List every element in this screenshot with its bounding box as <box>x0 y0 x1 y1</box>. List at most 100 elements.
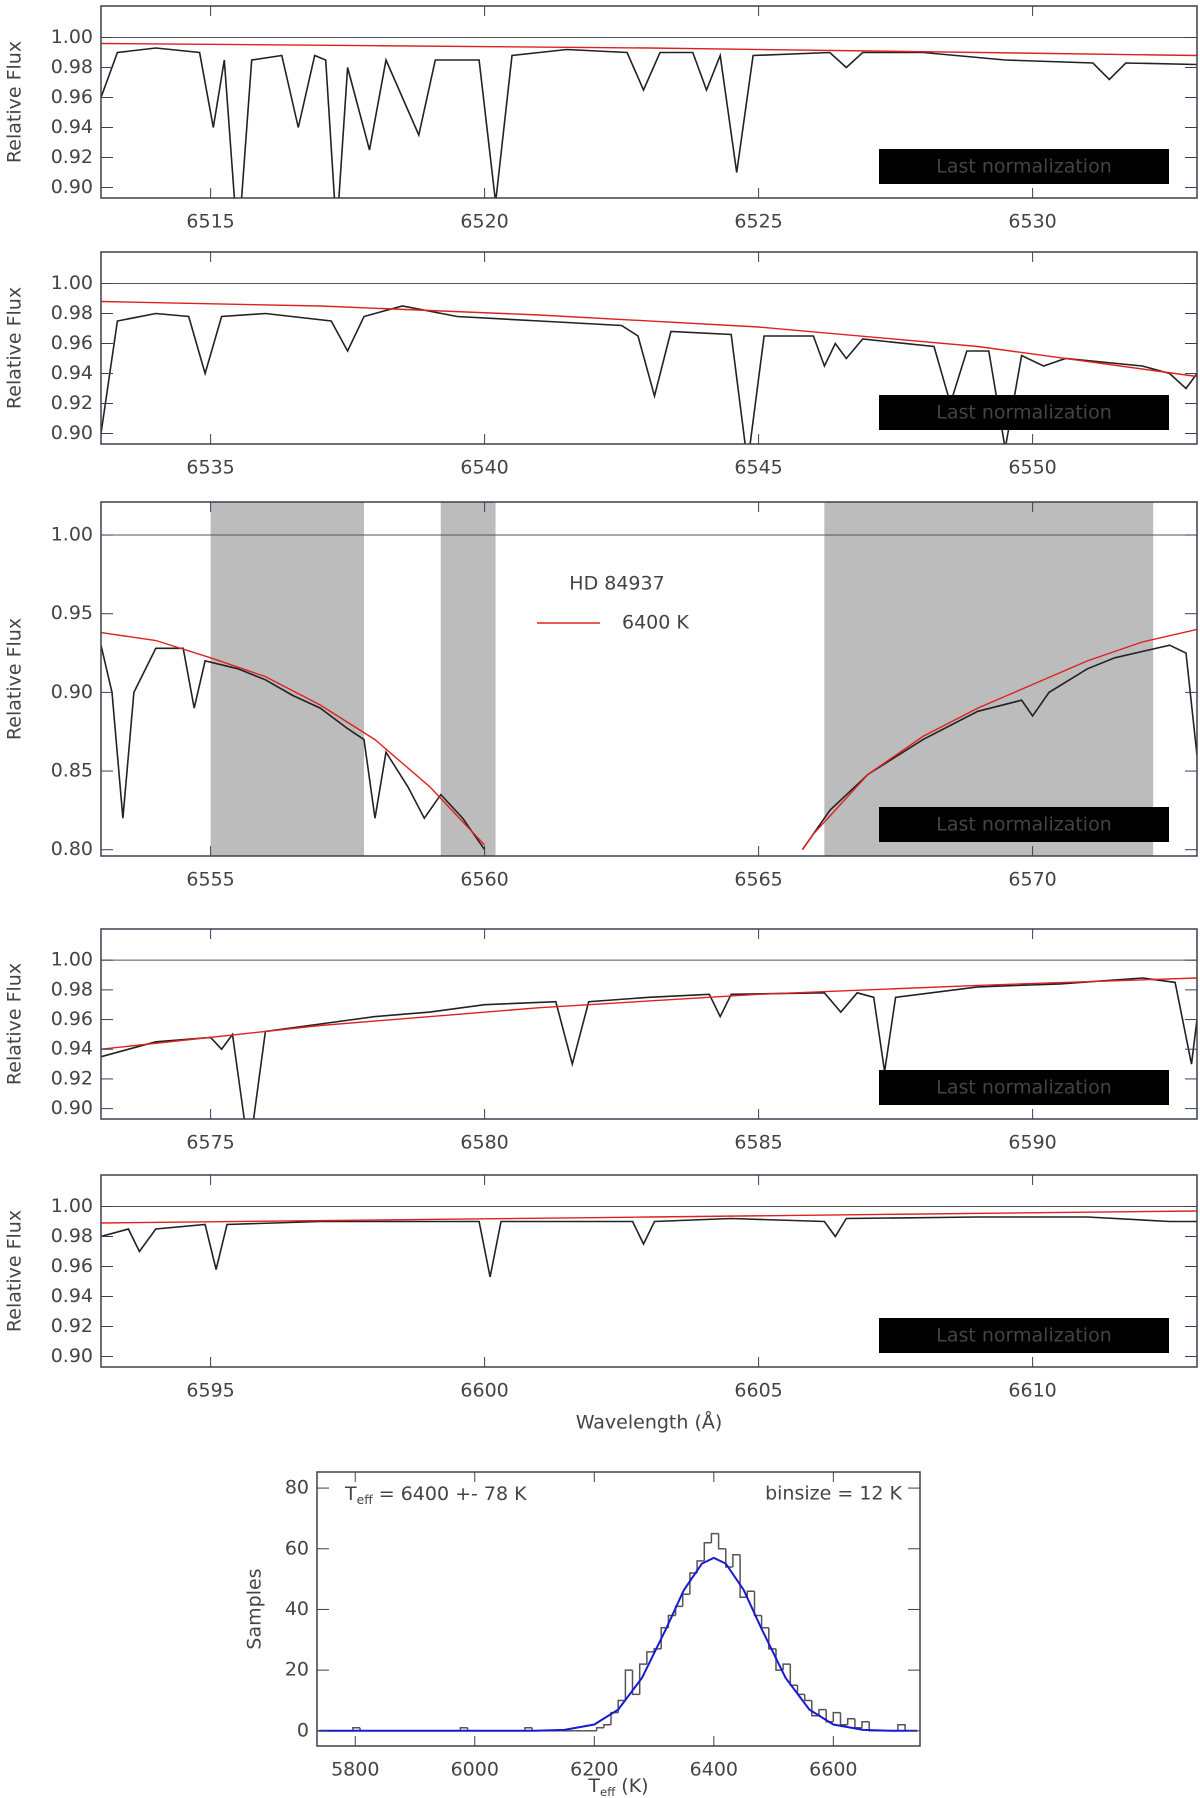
annotation: Last normalization <box>936 1325 1111 1347</box>
y-tick-label: 0.90 <box>51 422 93 444</box>
gaussian-fit <box>319 1556 917 1732</box>
y-axis-label: Relative Flux <box>4 618 26 740</box>
histogram-bin <box>739 1554 748 1599</box>
y-tick-label: 0.94 <box>51 362 93 384</box>
plot-frame <box>100 251 1198 445</box>
histogram-bin <box>832 1711 841 1722</box>
fit-region <box>824 502 1154 856</box>
annotation-box <box>879 149 1169 184</box>
y-tick-label: 0.95 <box>51 602 93 624</box>
histogram-bin <box>818 1708 827 1716</box>
x-tick-label: 5800 <box>331 1759 379 1781</box>
continuum-line <box>101 1210 1197 1224</box>
y-tick-label: 0.96 <box>51 1008 93 1030</box>
y-tick-label: 0.92 <box>51 146 93 168</box>
y-tick-label: 40 <box>285 1598 309 1620</box>
histogram-bin <box>768 1627 776 1650</box>
x-tick-label: 6575 <box>186 1132 234 1154</box>
histogram-bin <box>717 1533 726 1550</box>
annotation-rest: = 6400 +- 78 K <box>373 1483 527 1505</box>
histogram-bin <box>631 1670 640 1696</box>
y-tick-label: 0.98 <box>51 978 93 1000</box>
x-tick-label: 6545 <box>734 457 782 479</box>
y-tick-label: 0.92 <box>51 1315 93 1337</box>
annotation-main: T <box>344 1483 357 1505</box>
spectrum-line <box>101 47 1197 198</box>
y-tick-label: 60 <box>285 1537 309 1559</box>
plot-frame <box>100 928 1198 1120</box>
x-axis-label: Wavelength (Å) <box>576 1411 723 1434</box>
y-tick-label: 1.00 <box>51 26 93 48</box>
x-tick-label: 6580 <box>460 1132 508 1154</box>
annotation-box <box>879 1318 1169 1353</box>
y-tick-label: 0.85 <box>51 760 93 782</box>
histogram-bin <box>861 1720 870 1728</box>
x-tick-label: 6515 <box>186 211 234 233</box>
x-tick-label: 6600 <box>809 1759 857 1781</box>
x-tick-label: 6600 <box>460 1380 508 1402</box>
y-tick-label: 0.92 <box>51 392 93 414</box>
annotation: Teff = 6400 +- 78 K <box>344 1483 527 1507</box>
x-tick-label: 6560 <box>460 869 508 891</box>
fit-region <box>440 502 496 856</box>
histogram-bin <box>811 1700 819 1717</box>
y-tick-label: 1.00 <box>51 949 93 971</box>
y-axis-label: Relative Flux <box>4 41 26 163</box>
fit-region <box>210 502 365 856</box>
histogram-bin <box>638 1663 647 1695</box>
y-tick-label: 0.98 <box>51 302 93 324</box>
annotation: binsize = 12 K <box>765 1483 902 1505</box>
histogram-bin <box>897 1724 906 1731</box>
y-tick-label: 80 <box>285 1477 309 1499</box>
histogram-bin <box>624 1669 633 1701</box>
continuum-line <box>101 42 1197 57</box>
y-tick-label: 1.00 <box>51 524 93 546</box>
x-axis-label-sub: eff <box>600 1785 616 1798</box>
x-tick-label: 6570 <box>1008 869 1056 891</box>
annotation-box <box>879 807 1169 842</box>
histogram-bin <box>732 1554 741 1567</box>
y-axis-label: Relative Flux <box>4 287 26 409</box>
y-tick-label: 1.00 <box>51 272 93 294</box>
histogram-bin <box>710 1532 719 1543</box>
histogram-bin <box>782 1663 791 1671</box>
y-axis-label: Relative Flux <box>4 963 26 1085</box>
plot-frame <box>100 501 1198 857</box>
y-tick-label: 0.90 <box>51 1345 93 1367</box>
y-tick-label: 0.98 <box>51 56 93 78</box>
x-tick-label: 6565 <box>734 869 782 891</box>
x-tick-label: 6550 <box>1008 457 1056 479</box>
x-tick-label: 6525 <box>734 211 782 233</box>
annotation-box <box>879 395 1169 430</box>
histogram-bin <box>725 1548 733 1568</box>
annotation: Last normalization <box>936 814 1111 836</box>
y-tick-label: 0.90 <box>51 1097 93 1119</box>
y-tick-label: 0.90 <box>51 681 93 703</box>
histogram-bin <box>846 1717 855 1725</box>
histogram-bin <box>803 1694 812 1702</box>
histogram-bin <box>825 1709 834 1723</box>
y-axis-label: Samples <box>244 1568 266 1649</box>
y-tick-label: 0 <box>297 1719 309 1741</box>
y-tick-label: 0.94 <box>51 1285 93 1307</box>
continuum-line <box>101 977 1197 1050</box>
x-tick-label: 6610 <box>1008 1380 1056 1402</box>
x-tick-label: 6585 <box>734 1132 782 1154</box>
x-tick-label: 6595 <box>186 1380 234 1402</box>
y-axis-label: Relative Flux <box>4 1210 26 1332</box>
annotation-box <box>879 1070 1169 1105</box>
x-tick-label: 6590 <box>1008 1132 1056 1154</box>
plot-frame <box>100 5 1198 199</box>
y-tick-label: 0.96 <box>51 332 93 354</box>
x-axis-label-main: T <box>587 1775 600 1797</box>
chart-title: HD 84937 <box>569 573 664 595</box>
x-tick-label: 6605 <box>734 1380 782 1402</box>
y-tick-label: 0.92 <box>51 1067 93 1089</box>
y-tick-label: 0.98 <box>51 1225 93 1247</box>
histogram-bin <box>610 1711 619 1725</box>
annotation: Last normalization <box>936 156 1111 178</box>
x-axis-label: Teff (K) <box>587 1775 648 1798</box>
legend-label: 6400 K <box>622 612 689 634</box>
